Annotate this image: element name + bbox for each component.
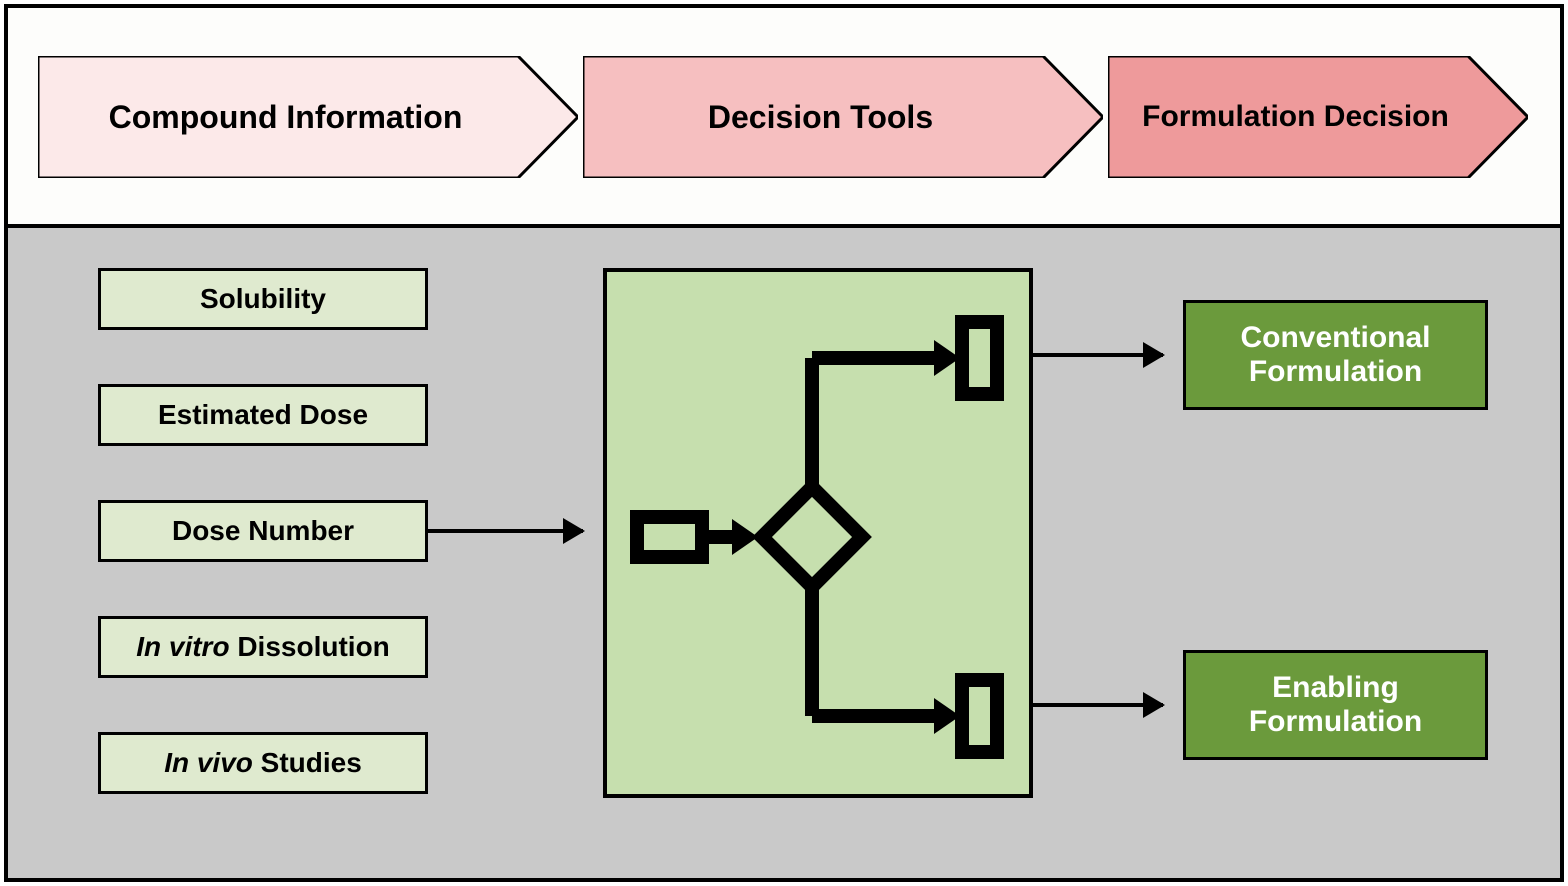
input-label-1: Estimated Dose	[158, 399, 368, 431]
input-box-1: Estimated Dose	[98, 384, 428, 446]
diagram-frame: Compound Information Decision Tools Form…	[4, 4, 1564, 882]
chevron-step-0: Compound Information	[38, 56, 578, 178]
arrow-to-conventional	[1033, 353, 1163, 357]
header-row: Compound Information Decision Tools Form…	[8, 8, 1560, 228]
decision-tool-panel	[603, 268, 1033, 798]
input-label-3: In vitro Dissolution	[136, 631, 390, 663]
input-box-0: Solubility	[98, 268, 428, 330]
output-box-0: Conventional Formulation	[1183, 300, 1488, 410]
output-label-0: Conventional Formulation	[1196, 321, 1475, 390]
chevron-label-2: Formulation Decision	[1108, 56, 1483, 178]
arrow-to-enabling	[1033, 703, 1163, 707]
output-label-1: Enabling Formulation	[1196, 671, 1475, 740]
chevron-label-0: Compound Information	[38, 56, 533, 178]
chevron-step-2: Formulation Decision	[1108, 56, 1528, 178]
input-label-2: Dose Number	[172, 515, 354, 547]
chevron-step-1: Decision Tools	[583, 56, 1103, 178]
chevron-label-1: Decision Tools	[583, 56, 1058, 178]
arrow-inputs-to-decision	[428, 529, 583, 533]
input-label-0: Solubility	[200, 283, 326, 315]
decision-glyph-icon	[607, 272, 1037, 802]
input-label-4: In vivo Studies	[164, 747, 362, 779]
input-box-3: In vitro Dissolution	[98, 616, 428, 678]
input-box-4: In vivo Studies	[98, 732, 428, 794]
input-box-2: Dose Number	[98, 500, 428, 562]
body-area: Solubility Estimated Dose Dose Number In vi…	[8, 228, 1560, 878]
output-box-1: Enabling Formulation	[1183, 650, 1488, 760]
